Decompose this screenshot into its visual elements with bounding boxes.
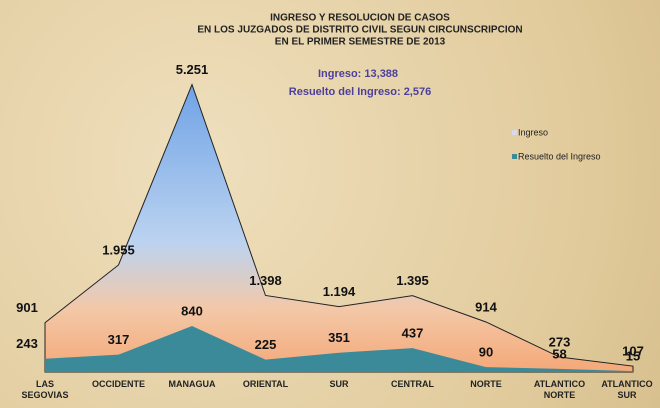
x-tick-label: ATLANTICO NORTE	[533, 379, 586, 400]
area	[45, 326, 633, 372]
data-label: 901	[16, 300, 38, 315]
data-label: 914	[475, 299, 497, 314]
x-tick-label: MANAGUA	[168, 379, 216, 389]
data-label: 351	[328, 330, 350, 345]
data-label: 90	[479, 345, 493, 360]
chart-title: EN LOS JUZGADOS DE DISTRITO CIVIL SEGUN …	[197, 25, 522, 36]
data-label: 15	[626, 349, 640, 364]
legend-swatch	[512, 130, 517, 135]
x-tick-label: ORIENTAL	[242, 379, 289, 389]
legend-label: Resuelto del Ingreso	[518, 151, 601, 161]
data-label: 5.251	[176, 62, 209, 77]
x-tick-label: ATLANTICO SUR	[601, 379, 653, 400]
data-label: 273	[549, 334, 571, 349]
chart-title: INGRESO Y RESOLUCION DE CASOS	[270, 13, 450, 24]
data-label: 58	[552, 346, 566, 361]
data-label: 243	[16, 336, 38, 351]
data-label: 1.398	[249, 273, 282, 288]
x-tick-label: NORTE	[470, 379, 502, 389]
data-label: 1.395	[396, 273, 429, 288]
annotation: Ingreso: 13,388	[318, 68, 398, 80]
annotation: Resuelto del Ingreso: 2,576	[289, 86, 431, 98]
data-label: 437	[402, 326, 424, 341]
x-tick-label: CENTRAL	[391, 379, 434, 389]
data-label: 1.194	[323, 284, 356, 299]
data-label: 107	[622, 344, 644, 359]
legend-swatch	[512, 154, 517, 159]
data-label: 840	[181, 303, 203, 318]
area	[44, 83, 634, 373]
data-label: 1.955	[102, 242, 135, 257]
legend-label: Ingreso	[518, 127, 548, 137]
data-label: 317	[108, 332, 130, 347]
x-tick-label: SUR	[329, 379, 349, 389]
x-tick-label: OCCIDENTE	[91, 379, 145, 389]
x-tick-label: LAS SEGOVIAS	[21, 379, 69, 400]
data-label: 225	[255, 337, 277, 352]
chart-title: EN EL PRIMER SEMESTRE DE 2013	[275, 37, 446, 48]
